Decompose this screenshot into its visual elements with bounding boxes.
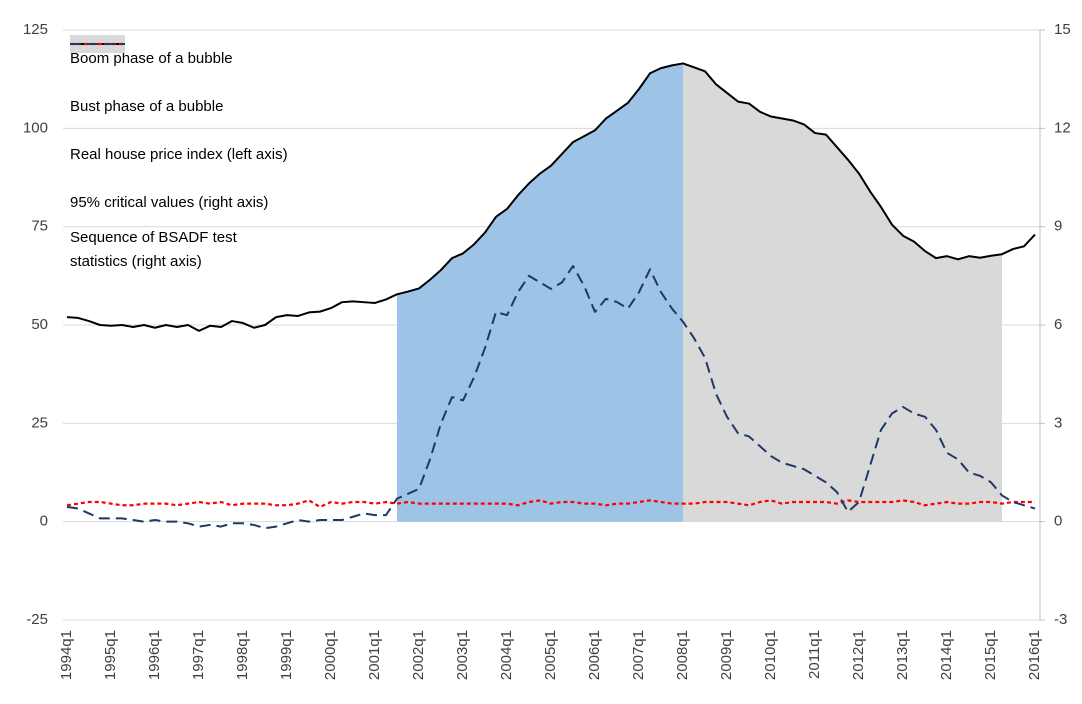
y2-tick-label: 12: [1054, 119, 1071, 136]
line: [66, 62, 1036, 332]
y2-tick-label: 9: [1054, 218, 1062, 235]
y2-tick-label: 15: [1054, 21, 1071, 38]
legend-label: Bust phase of a bubble: [70, 97, 224, 115]
x-tick-label: 2005q1: [542, 630, 559, 680]
x-tick-label: 2014q1: [938, 630, 955, 680]
x-tick-label: 2015q1: [982, 630, 999, 680]
y2-tick-label: 0: [1054, 513, 1062, 530]
x-tick-label: 2009q1: [718, 630, 735, 680]
line: [66, 499, 1035, 509]
x-tick-label: 2004q1: [498, 630, 515, 680]
x-tick-label: 1996q1: [146, 630, 163, 680]
x-tick-label: 2002q1: [410, 630, 427, 680]
line: [66, 265, 1036, 530]
legend: Boom phase of a bubble Bust phase of a bu…: [70, 34, 288, 274]
legend-label: Real house price index (left axis): [70, 145, 288, 163]
y-tick-label: 100: [23, 119, 48, 136]
x-tick-label: 2016q1: [1026, 630, 1043, 680]
x-tick-label: 2012q1: [850, 630, 867, 680]
y2-tick-label: 3: [1054, 414, 1062, 431]
x-tick-label: 2010q1: [762, 630, 779, 680]
y2-tick-label: 6: [1054, 316, 1062, 333]
legend-label: Boom phase of a bubble: [70, 49, 233, 67]
y-tick-label: 75: [31, 218, 48, 235]
legend-item: Bust phase of a bubble: [70, 35, 288, 130]
area: [683, 63, 1002, 522]
x-tick-label: 1995q1: [102, 630, 119, 680]
x-tick-label: 2007q1: [630, 630, 647, 680]
legend-symbol: [70, 43, 125, 45]
x-tick-label: 2000q1: [322, 630, 339, 680]
legend-label: 95% critical values (right axis): [70, 193, 269, 211]
y-tick-label: -25: [26, 611, 48, 628]
x-tick-label: 2011q1: [806, 630, 823, 679]
x-tick-label: 2013q1: [894, 630, 911, 680]
x-tick-label: 2003q1: [454, 630, 471, 680]
x-tick-label: 2008q1: [674, 630, 691, 680]
y-tick-label: 50: [31, 316, 48, 333]
y-tick-label: 0: [40, 513, 48, 530]
y2-tick-label: -3: [1054, 611, 1067, 628]
legend-item: 95% critical values (right axis): [70, 42, 288, 226]
y-tick-label: 25: [31, 414, 48, 431]
x-tick-label: 1998q1: [234, 630, 251, 680]
area: [397, 63, 683, 522]
legend-item: Sequence of BSADF test statistics (right…: [70, 43, 288, 274]
y-tick-label: 125: [23, 21, 48, 38]
x-tick-label: 2006q1: [586, 630, 603, 680]
legend-item: Real house price index (left axis): [70, 43, 288, 178]
legend-label: Sequence of BSADF test statistics (right…: [70, 229, 237, 270]
x-tick-label: 2001q1: [366, 630, 383, 680]
x-tick-label: 1994q1: [58, 630, 75, 680]
x-tick-label: 1997q1: [190, 630, 207, 680]
x-tick-label: 1999q1: [278, 630, 295, 680]
